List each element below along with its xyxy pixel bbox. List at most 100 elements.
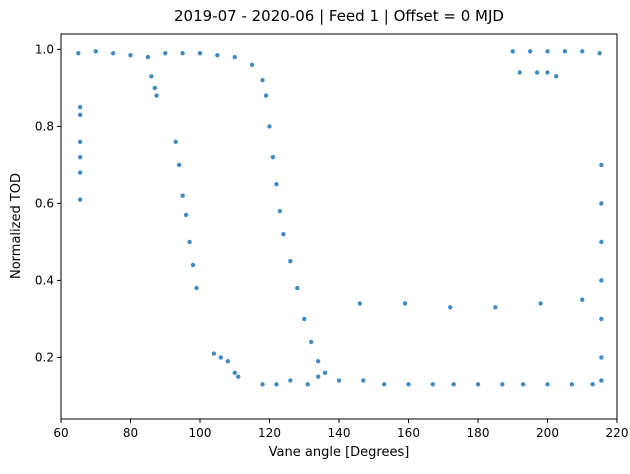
data-point bbox=[599, 201, 604, 206]
data-point bbox=[580, 297, 585, 302]
data-point bbox=[281, 232, 286, 237]
data-point bbox=[274, 181, 279, 187]
data-point bbox=[475, 382, 481, 387]
data-point bbox=[149, 74, 154, 79]
y-axis: 0.2 0.4 0.6 0.8 1.0 bbox=[35, 42, 61, 364]
data-point bbox=[267, 124, 272, 129]
x-tick-label: 140 bbox=[328, 426, 351, 440]
data-point bbox=[569, 382, 575, 387]
data-point bbox=[599, 355, 604, 360]
data-point bbox=[163, 51, 168, 56]
data-point bbox=[232, 370, 237, 375]
data-point bbox=[599, 239, 604, 245]
data-point bbox=[263, 93, 269, 98]
data-point bbox=[288, 258, 293, 264]
data-point bbox=[154, 93, 159, 98]
x-tick-label: 100 bbox=[189, 426, 212, 440]
plot-frame bbox=[60, 33, 618, 420]
data-point bbox=[402, 301, 408, 306]
x-tick-label: 180 bbox=[467, 426, 490, 440]
x-tick-label: 120 bbox=[258, 426, 281, 440]
data-point bbox=[232, 54, 237, 60]
data-point bbox=[406, 382, 411, 387]
data-point bbox=[322, 370, 328, 375]
y-tick-label: 1.0 bbox=[35, 42, 54, 56]
data-point bbox=[538, 301, 543, 306]
data-point bbox=[77, 139, 83, 144]
x-tick-label: 220 bbox=[606, 426, 629, 440]
data-point bbox=[77, 104, 83, 110]
data-point bbox=[173, 139, 178, 144]
data-point bbox=[218, 355, 224, 360]
data-point bbox=[249, 62, 255, 67]
chart-title: 2019-07 - 2020-06 | Feed 1 | Offset = 0 … bbox=[174, 7, 504, 25]
data-point bbox=[309, 339, 314, 345]
data-point bbox=[381, 382, 387, 387]
data-point bbox=[599, 278, 604, 283]
data-point bbox=[590, 382, 595, 387]
data-point bbox=[451, 382, 456, 387]
data-point bbox=[128, 52, 133, 58]
data-point bbox=[77, 155, 83, 160]
data-point bbox=[180, 51, 185, 56]
data-point bbox=[599, 162, 604, 168]
data-point bbox=[236, 374, 241, 379]
x-axis: 60 80 100 120 140 160 180 200 220 bbox=[53, 419, 628, 440]
x-tick-label: 160 bbox=[397, 426, 420, 440]
data-point bbox=[517, 70, 522, 75]
data-point bbox=[260, 382, 265, 387]
data-point bbox=[493, 305, 498, 310]
x-axis-label: Vane angle [Degrees] bbox=[269, 445, 410, 460]
y-tick-label: 0.2 bbox=[35, 350, 54, 364]
data-point bbox=[145, 54, 151, 60]
data-point bbox=[77, 112, 83, 118]
x-tick-label: 80 bbox=[123, 426, 138, 440]
data-point bbox=[211, 351, 217, 356]
data-point bbox=[580, 49, 585, 54]
data-point bbox=[562, 49, 568, 54]
data-point bbox=[448, 305, 453, 310]
data-point bbox=[77, 170, 83, 175]
data-point bbox=[76, 51, 81, 56]
data-point bbox=[430, 382, 436, 387]
data-point bbox=[77, 197, 83, 202]
data-point bbox=[270, 155, 276, 160]
data-point bbox=[599, 316, 604, 322]
y-axis-label: Normalized TOD bbox=[9, 173, 24, 279]
data-point bbox=[183, 212, 189, 218]
data-point bbox=[274, 382, 279, 387]
y-tick-label: 0.8 bbox=[35, 119, 54, 133]
data-point bbox=[176, 162, 182, 168]
data-point bbox=[520, 382, 526, 387]
data-point bbox=[545, 382, 550, 387]
data-point bbox=[194, 285, 199, 291]
y-tick-label: 0.6 bbox=[35, 196, 54, 210]
data-point bbox=[545, 70, 550, 75]
data-point bbox=[215, 52, 220, 58]
data-point bbox=[357, 301, 363, 306]
data-point bbox=[545, 49, 550, 54]
data-point bbox=[152, 85, 158, 91]
data-point bbox=[599, 378, 604, 383]
data-point bbox=[180, 193, 185, 198]
data-point bbox=[302, 316, 307, 322]
data-point bbox=[288, 378, 293, 383]
data-point bbox=[336, 378, 342, 383]
data-point bbox=[315, 359, 321, 364]
data-point bbox=[597, 51, 602, 56]
data-point bbox=[361, 378, 366, 383]
data-point bbox=[315, 374, 321, 379]
data-point bbox=[500, 382, 505, 387]
data-point bbox=[187, 239, 192, 245]
data-point bbox=[110, 51, 116, 56]
data-point bbox=[93, 49, 98, 54]
data-point bbox=[553, 74, 559, 79]
data-point bbox=[190, 262, 196, 268]
data-point bbox=[305, 382, 310, 387]
data-point bbox=[225, 359, 230, 364]
data-points bbox=[76, 49, 604, 387]
data-point bbox=[527, 49, 533, 54]
data-point bbox=[197, 51, 203, 56]
data-point bbox=[260, 78, 265, 83]
